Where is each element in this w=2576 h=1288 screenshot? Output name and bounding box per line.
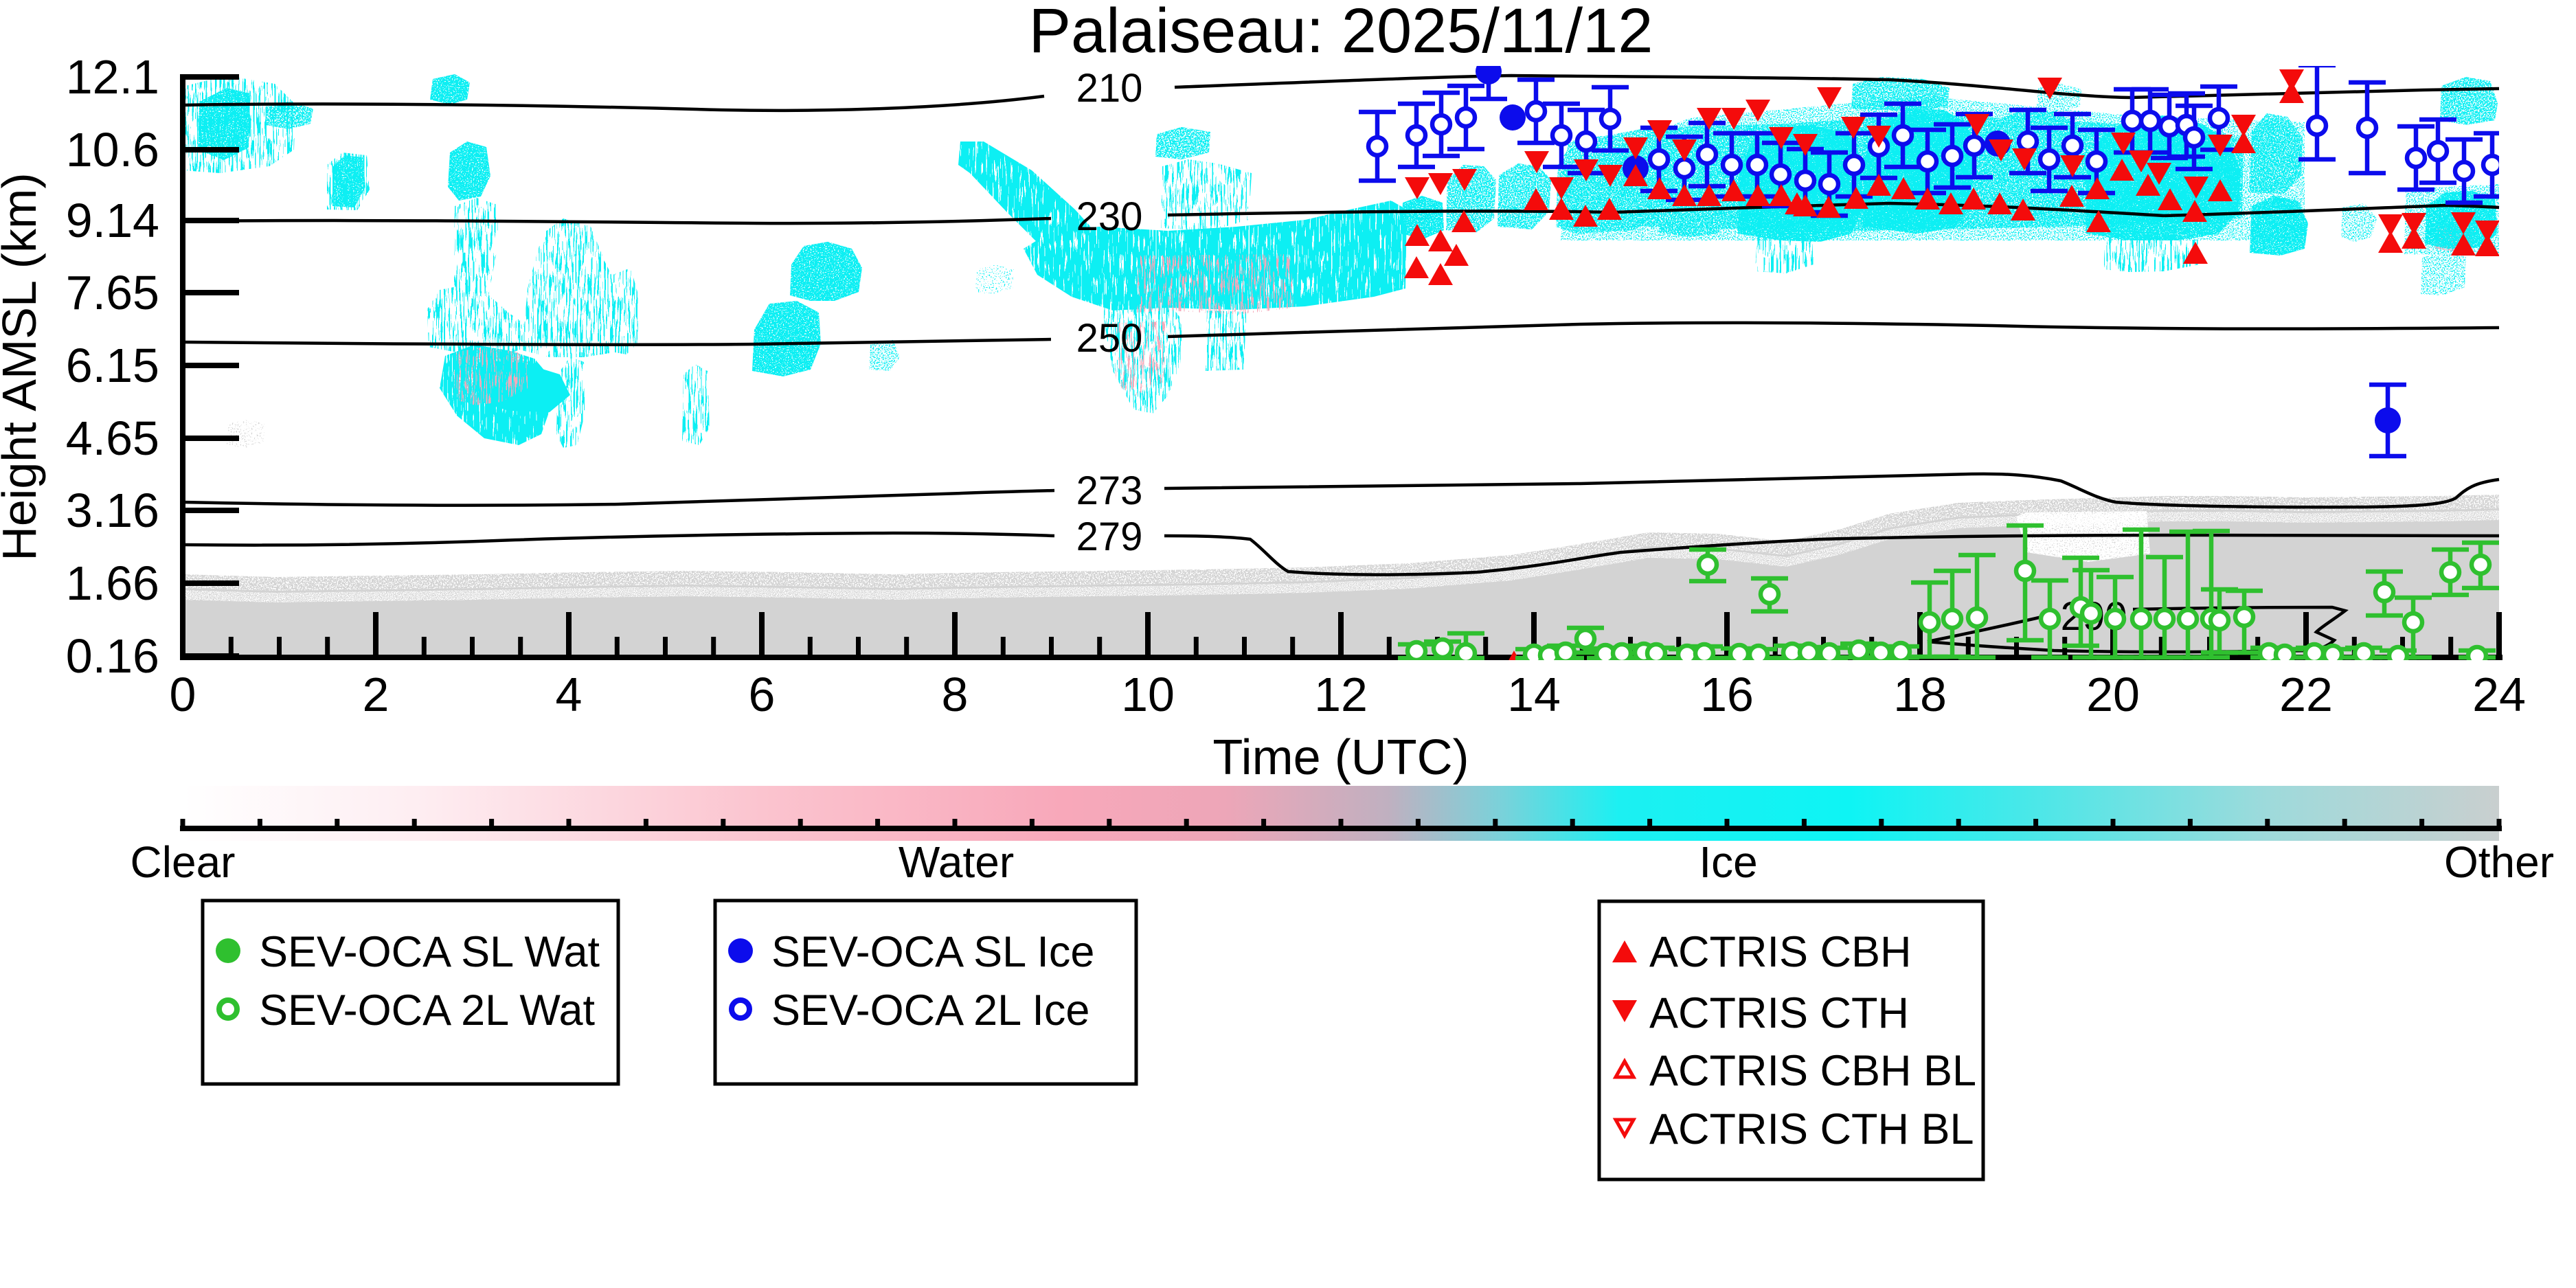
svg-text:8: 8: [942, 668, 969, 721]
svg-text:0.16: 0.16: [66, 629, 159, 683]
svg-text:SEV-OCA 2L Ice: SEV-OCA 2L Ice: [771, 986, 1089, 1035]
svg-text:Water: Water: [899, 837, 1014, 887]
svg-text:1.66: 1.66: [66, 556, 159, 610]
svg-text:12: 12: [1314, 668, 1368, 721]
svg-text:12.1: 12.1: [66, 50, 159, 104]
svg-text:Other: Other: [2444, 837, 2554, 887]
svg-text:6: 6: [749, 668, 776, 721]
svg-text:24: 24: [2472, 668, 2526, 721]
svg-text:ACTRIS CBH BL: ACTRIS CBH BL: [1649, 1047, 1976, 1095]
svg-text:7.65: 7.65: [66, 266, 159, 319]
svg-text:14: 14: [1507, 668, 1561, 721]
svg-text:SEV-OCA 2L Wat: SEV-OCA 2L Wat: [259, 986, 596, 1035]
svg-text:0: 0: [170, 668, 196, 721]
svg-text:10: 10: [1121, 668, 1175, 721]
svg-text:10.6: 10.6: [66, 123, 159, 177]
svg-text:273: 273: [1076, 468, 1143, 513]
svg-text:230: 230: [1076, 194, 1143, 239]
svg-text:9.14: 9.14: [66, 194, 159, 247]
svg-text:Clear: Clear: [131, 837, 236, 887]
svg-text:SEV-OCA SL Wat: SEV-OCA SL Wat: [259, 928, 600, 976]
svg-text:210: 210: [1076, 66, 1143, 111]
svg-text:Palaiseau: 2025/11/12: Palaiseau: 2025/11/12: [1029, 0, 1653, 66]
svg-text:Ice: Ice: [1699, 837, 1757, 887]
svg-text:3.16: 3.16: [66, 484, 159, 537]
svg-text:4.65: 4.65: [66, 411, 159, 465]
svg-text:ACTRIS CTH: ACTRIS CTH: [1649, 989, 1909, 1037]
svg-text:ACTRIS CTH BL: ACTRIS CTH BL: [1649, 1105, 1974, 1153]
svg-text:18: 18: [1893, 668, 1947, 721]
svg-text:2: 2: [363, 668, 389, 721]
svg-text:250: 250: [1076, 316, 1143, 361]
svg-text:279: 279: [1076, 515, 1143, 559]
svg-text:22: 22: [2279, 668, 2333, 721]
svg-text:SEV-OCA SL Ice: SEV-OCA SL Ice: [771, 928, 1094, 976]
svg-text:16: 16: [1700, 668, 1754, 721]
svg-text:Time (UTC): Time (UTC): [1212, 730, 1469, 785]
svg-text:6.15: 6.15: [66, 339, 159, 392]
svg-text:ACTRIS CBH: ACTRIS CBH: [1649, 928, 1912, 976]
svg-text:4: 4: [556, 668, 583, 721]
svg-text:20: 20: [2086, 668, 2140, 721]
svg-text:Height AMSL (km): Height AMSL (km): [0, 172, 46, 561]
